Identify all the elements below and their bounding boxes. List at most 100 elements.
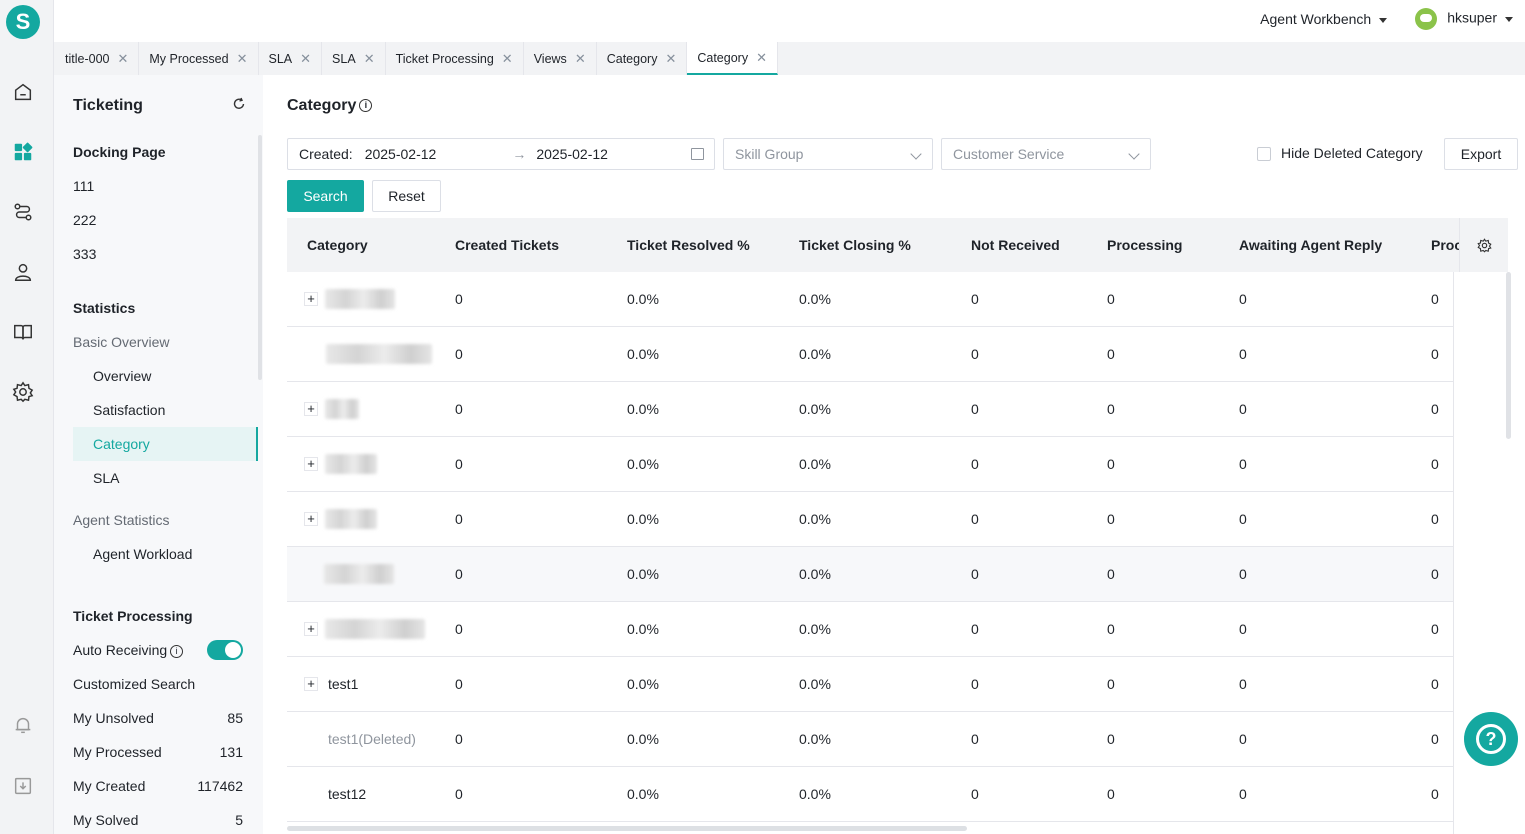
table-row[interactable]: +0 0.0% 0.0% 0 0 0 0 [287, 382, 1508, 437]
column-header[interactable]: Category [307, 237, 368, 253]
tab-label: title-000 [65, 51, 110, 66]
close-icon[interactable]: ✕ [756, 49, 767, 65]
sidebar-item-agent-workload[interactable]: Agent Workload [93, 546, 193, 562]
table-cell: 0 [1431, 566, 1439, 582]
column-settings[interactable] [1459, 218, 1508, 272]
counter-value: 5 [235, 812, 243, 828]
user-icon[interactable] [11, 260, 35, 284]
app-logo[interactable]: S [6, 5, 40, 39]
redacted-category [325, 289, 395, 309]
sidebar-item-overview[interactable]: Overview [93, 368, 152, 384]
reset-button[interactable]: Reset [372, 180, 441, 212]
expand-icon[interactable]: + [304, 457, 318, 471]
table-cell: 0 [1107, 621, 1115, 637]
home-icon[interactable] [11, 80, 35, 104]
tab-4[interactable]: SLA ✕ [322, 42, 386, 75]
expand-icon[interactable]: + [304, 402, 318, 416]
skill-group-select[interactable]: Skill Group [723, 138, 933, 170]
table-row[interactable]: 0 0.0% 0.0% 0 0 0 0 [287, 547, 1508, 602]
column-header[interactable]: Proc [1431, 237, 1459, 253]
column-header[interactable]: Processing [1107, 237, 1183, 253]
close-icon[interactable]: ✕ [501, 50, 513, 66]
table-horizontal-scrollbar[interactable] [287, 826, 967, 831]
close-icon[interactable]: ✕ [117, 50, 129, 66]
auto-receiving-text: Auto Receiving [73, 642, 168, 658]
sidebar-scrollbar[interactable] [258, 135, 262, 380]
sidebar-item-customized-search[interactable]: Customized Search [73, 676, 196, 692]
book-icon[interactable] [11, 320, 35, 344]
table-cell: 0.0% [627, 621, 659, 637]
tab-1[interactable]: title-000 ✕ [55, 42, 140, 75]
info-icon[interactable]: i [170, 644, 184, 658]
hide-deleted-checkbox[interactable] [1257, 147, 1271, 161]
column-header[interactable]: Awaiting Agent Reply [1239, 237, 1383, 253]
sidebar-item-222[interactable]: 222 [73, 212, 97, 228]
export-button[interactable]: Export [1444, 138, 1518, 170]
ticket-processing-heading: Ticket Processing [73, 608, 193, 624]
search-button[interactable]: Search [287, 180, 364, 212]
tab-5[interactable]: Ticket Processing ✕ [386, 42, 524, 75]
expand-icon[interactable]: + [304, 677, 318, 691]
column-header[interactable]: Not Received [971, 237, 1060, 253]
table-cell: 0 [1239, 621, 1247, 637]
expand-icon[interactable]: + [304, 292, 318, 306]
tab-7[interactable]: Category ✕ [597, 42, 688, 75]
download-icon[interactable] [11, 774, 35, 798]
settings-icon[interactable] [11, 380, 35, 404]
tab-2[interactable]: My Processed ✕ [139, 42, 259, 75]
counter-label: My Created [73, 778, 146, 794]
workbench-dropdown[interactable]: Agent Workbench [1260, 11, 1388, 27]
table-cell: 0.0% [799, 621, 831, 637]
basic-overview-group[interactable]: Basic Overview [73, 334, 170, 350]
close-icon[interactable]: ✕ [236, 50, 248, 66]
category-cell: test1 [328, 676, 359, 692]
sidebar-item-333[interactable]: 333 [73, 246, 97, 262]
table-row[interactable]: +0 0.0% 0.0% 0 0 0 0 [287, 602, 1508, 657]
help-button[interactable]: ? [1464, 712, 1518, 766]
sidebar-item-my-created[interactable]: My Created [73, 778, 183, 794]
sidebar-item-my-solved[interactable]: My Solved [73, 812, 243, 828]
sidebar-item-category[interactable]: Category [93, 436, 150, 452]
tab-3[interactable]: SLA ✕ [259, 42, 323, 75]
table-row[interactable]: +0 0.0% 0.0% 0 0 0 0 [287, 492, 1508, 547]
refresh-icon[interactable] [232, 97, 246, 111]
table-row[interactable]: +0 0.0% 0.0% 0 0 0 0 [287, 437, 1508, 492]
route-icon[interactable] [11, 200, 35, 224]
expand-icon[interactable]: + [304, 512, 318, 526]
close-icon[interactable]: ✕ [363, 50, 375, 66]
table-row[interactable]: 0 0.0% 0.0% 0 0 0 0 [287, 327, 1508, 382]
close-icon[interactable]: ✕ [300, 50, 312, 66]
user-menu[interactable]: hksuper [1415, 8, 1513, 30]
sidebar-item-sla[interactable]: SLA [93, 470, 120, 486]
close-icon[interactable]: ✕ [574, 50, 586, 66]
table-row[interactable]: +0 0.0% 0.0% 0 0 0 0 [287, 272, 1508, 327]
date-from: 2025-02-12 [364, 146, 437, 162]
hide-deleted-label[interactable]: Hide Deleted Category [1281, 145, 1423, 161]
page-title: Category i [287, 97, 373, 115]
tab-6[interactable]: Views ✕ [524, 42, 597, 75]
tab-8[interactable]: Category ✕ [687, 42, 778, 75]
table-vertical-scrollbar[interactable] [1506, 272, 1511, 439]
table-row[interactable]: + test1 0 0.0% 0.0% 0 0 0 0 [287, 657, 1508, 712]
sidebar-item-satisfaction[interactable]: Satisfaction [93, 402, 166, 418]
help-icon: ? [1476, 724, 1506, 754]
agent-statistics-group[interactable]: Agent Statistics [73, 512, 170, 528]
info-icon[interactable]: i [359, 99, 373, 113]
sidebar-item-111[interactable]: 111 [73, 178, 95, 194]
table-cell: 0 [1431, 456, 1439, 472]
column-header[interactable]: Ticket Closing % [799, 237, 911, 253]
created-date-range[interactable]: Created: 2025-02-12 → 2025-02-12 [287, 138, 715, 170]
expand-icon[interactable]: + [304, 622, 318, 636]
table-row[interactable]: test1(Deleted) 0 0.0% 0.0% 0 0 0 0 [287, 712, 1508, 767]
column-header[interactable]: Ticket Resolved % [627, 237, 750, 253]
redacted-category [325, 454, 377, 474]
auto-receiving-toggle[interactable] [207, 640, 243, 660]
sidebar-item-my-processed[interactable]: My Processed [73, 744, 243, 760]
close-icon[interactable]: ✕ [665, 50, 677, 66]
table-row[interactable]: test12 0 0.0% 0.0% 0 0 0 0 [287, 767, 1508, 822]
customer-service-select[interactable]: Customer Service [941, 138, 1151, 170]
column-header[interactable]: Created Tickets [455, 237, 560, 253]
sidebar-item-my-unsolved[interactable]: My Unsolved [73, 710, 243, 726]
apps-icon[interactable] [11, 140, 35, 164]
bell-icon[interactable] [11, 713, 35, 737]
